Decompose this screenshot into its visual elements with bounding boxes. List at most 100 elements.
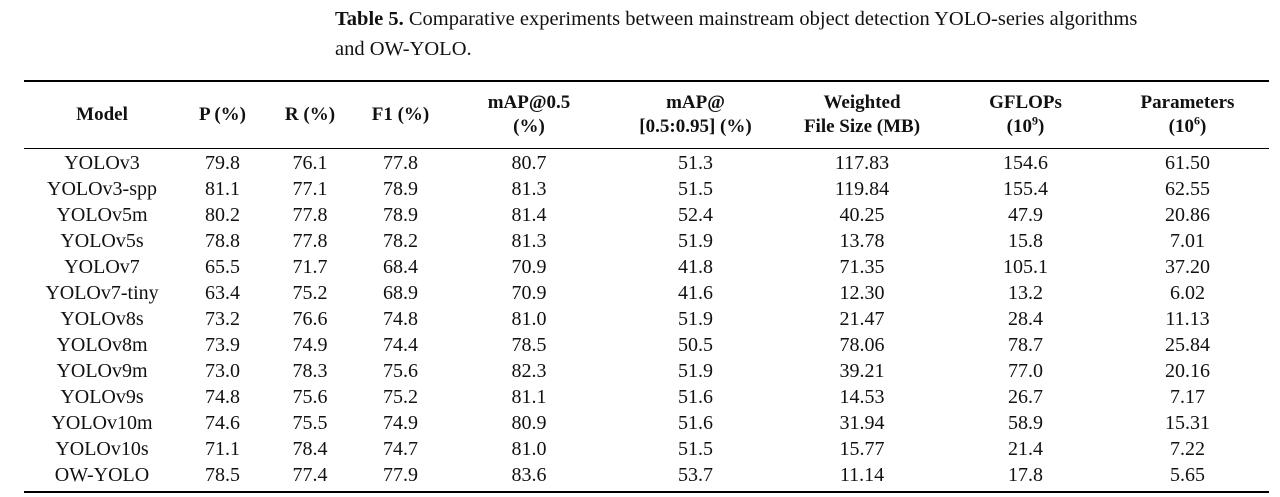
cell-recall: 76.6 xyxy=(292,308,328,330)
cell-weighted-file-size: 119.84 xyxy=(834,178,890,200)
cell-gflops: 155.4 xyxy=(1003,178,1048,200)
cell-parameters: 37.20 xyxy=(1165,256,1210,278)
cell-weighted-file-size: 31.94 xyxy=(839,412,885,434)
cell-f1: 78.9 xyxy=(383,204,418,226)
table-body: YOLOv3 79.8 76.1 77.8 80.7 51.3 117.83 154.6 61.… xyxy=(24,148,1269,488)
cell-gflops: 28.4 xyxy=(1008,308,1043,330)
cell-parameters: 62.55 xyxy=(1165,178,1210,200)
cell-precision: 63.4 xyxy=(205,282,240,304)
cell-f1: 75.2 xyxy=(383,386,418,408)
cell-parameters: 20.86 xyxy=(1165,204,1210,226)
table-row: YOLOv7 65.5 71.7 68.4 70.9 41.8 71.35 105.1 37.2… xyxy=(24,254,1269,280)
cell-f1: 74.4 xyxy=(383,334,418,356)
table-row: YOLOv8m 73.9 74.9 74.4 78.5 50.5 78.06 78.7 25.8… xyxy=(24,332,1269,358)
cell-gflops: 58.9 xyxy=(1008,412,1043,434)
header-f1: F1 (%) xyxy=(371,104,430,125)
cell-recall: 75.6 xyxy=(292,386,328,408)
cell-precision: 79.8 xyxy=(205,152,240,174)
cell-parameters: 6.02 xyxy=(1170,282,1205,304)
cell-model: YOLOv7-tiny xyxy=(45,282,159,304)
cell-model: YOLOv9m xyxy=(56,360,148,382)
cell-model: YOLOv3-spp xyxy=(47,178,157,200)
cell-f1: 68.4 xyxy=(383,256,418,278)
header-weighted-file-size: Weighted File Size (MB) xyxy=(803,92,921,137)
cell-model: YOLOv5s xyxy=(60,230,144,252)
cell-gflops: 13.2 xyxy=(1008,282,1043,304)
cell-f1: 77.9 xyxy=(383,464,418,486)
cell-map50-95: 51.9 xyxy=(678,360,713,382)
cell-weighted-file-size: 13.78 xyxy=(839,230,885,252)
cell-recall: 78.4 xyxy=(292,438,328,460)
cell-precision: 73.0 xyxy=(205,360,240,382)
cell-model: YOLOv5m xyxy=(56,204,148,226)
cell-gflops: 78.7 xyxy=(1008,334,1043,356)
cell-recall: 76.1 xyxy=(292,152,328,174)
cell-gflops: 47.9 xyxy=(1008,204,1043,226)
cell-map50: 70.9 xyxy=(511,282,547,304)
cell-map50-95: 50.5 xyxy=(678,334,713,356)
cell-model: YOLOv7 xyxy=(64,256,140,278)
cell-f1: 75.6 xyxy=(383,360,418,382)
cell-recall: 77.1 xyxy=(292,178,328,200)
cell-precision: 65.5 xyxy=(205,256,240,278)
cell-recall: 77.8 xyxy=(292,204,328,226)
table-row: YOLOv9s 74.8 75.6 75.2 81.1 51.6 14.53 26.7 7.17 xyxy=(24,384,1269,410)
cell-f1: 74.8 xyxy=(383,308,418,330)
table-row: YOLOv9m 73.0 78.3 75.6 82.3 51.9 39.21 77.0 20.1… xyxy=(24,358,1269,384)
cell-weighted-file-size: 11.14 xyxy=(839,464,885,486)
cell-weighted-file-size: 117.83 xyxy=(834,152,890,174)
table-row: YOLOv3 79.8 76.1 77.8 80.7 51.3 117.83 154.6 61.… xyxy=(24,148,1269,176)
cell-gflops: 105.1 xyxy=(1003,256,1048,278)
header-parameters: Parameters (106) xyxy=(1140,92,1235,137)
header-map50: mAP@0.5 (%) xyxy=(487,92,571,137)
cell-precision: 74.8 xyxy=(205,386,240,408)
cell-map50: 81.0 xyxy=(511,308,547,330)
cell-map50-95: 41.6 xyxy=(678,282,713,304)
cell-parameters: 20.16 xyxy=(1165,360,1210,382)
cell-weighted-file-size: 40.25 xyxy=(839,204,885,226)
cell-f1: 74.9 xyxy=(383,412,418,434)
cell-map50: 80.9 xyxy=(511,412,547,434)
cell-map50-95: 51.3 xyxy=(678,152,713,174)
cell-map50-95: 52.4 xyxy=(678,204,713,226)
cell-recall: 77.8 xyxy=(292,230,328,252)
cell-map50: 81.1 xyxy=(511,386,547,408)
cell-weighted-file-size: 14.53 xyxy=(839,386,885,408)
cell-map50: 83.6 xyxy=(511,464,547,486)
cell-parameters: 15.31 xyxy=(1165,412,1210,434)
cell-map50: 81.0 xyxy=(511,438,547,460)
cell-f1: 78.2 xyxy=(383,230,418,252)
cell-parameters: 7.17 xyxy=(1170,386,1205,408)
cell-parameters: 5.65 xyxy=(1170,464,1205,486)
cell-recall: 77.4 xyxy=(292,464,328,486)
cell-recall: 75.5 xyxy=(292,412,328,434)
cell-precision: 74.6 xyxy=(205,412,240,434)
cell-map50-95: 41.8 xyxy=(678,256,713,278)
cell-f1: 77.8 xyxy=(383,152,418,174)
cell-parameters: 7.01 xyxy=(1170,230,1205,252)
header-precision: P (%) xyxy=(199,104,246,125)
cell-gflops: 15.8 xyxy=(1008,230,1043,252)
table-row: OW-YOLO 78.5 77.4 77.9 83.6 53.7 11.14 17.8 5.65 xyxy=(24,462,1269,488)
header-row: Model P (%) R (%) F1 (%) mAP@0.5 (%) mAP… xyxy=(24,82,1269,148)
cell-weighted-file-size: 15.77 xyxy=(839,438,885,460)
cell-gflops: 154.6 xyxy=(1003,152,1048,174)
cell-gflops: 26.7 xyxy=(1008,386,1043,408)
table-row: YOLOv7-tiny 63.4 75.2 68.9 70.9 41.6 12.30 13.2… xyxy=(24,280,1269,306)
cell-recall: 74.9 xyxy=(292,334,328,356)
table-row: YOLOv5s 78.8 77.8 78.2 81.3 51.9 13.78 15.8 7.01 xyxy=(24,228,1269,254)
cell-map50: 81.3 xyxy=(511,178,547,200)
cell-precision: 78.5 xyxy=(205,464,240,486)
cell-model: OW-YOLO xyxy=(54,464,150,486)
cell-precision: 71.1 xyxy=(205,438,240,460)
cell-model: YOLOv3 xyxy=(64,152,140,174)
cell-map50-95: 51.5 xyxy=(678,178,713,200)
table-row: YOLOv10s 71.1 78.4 74.7 81.0 51.5 15.77 21.4 7.2… xyxy=(24,436,1269,462)
header-recall: R (%) xyxy=(284,104,336,125)
header-gflops: GFLOPs (109) xyxy=(989,92,1062,137)
cell-precision: 73.2 xyxy=(205,308,240,330)
cell-weighted-file-size: 21.47 xyxy=(839,308,885,330)
cell-gflops: 21.4 xyxy=(1008,438,1043,460)
cell-model: YOLOv8s xyxy=(60,308,144,330)
bottom-rule xyxy=(24,491,1269,493)
